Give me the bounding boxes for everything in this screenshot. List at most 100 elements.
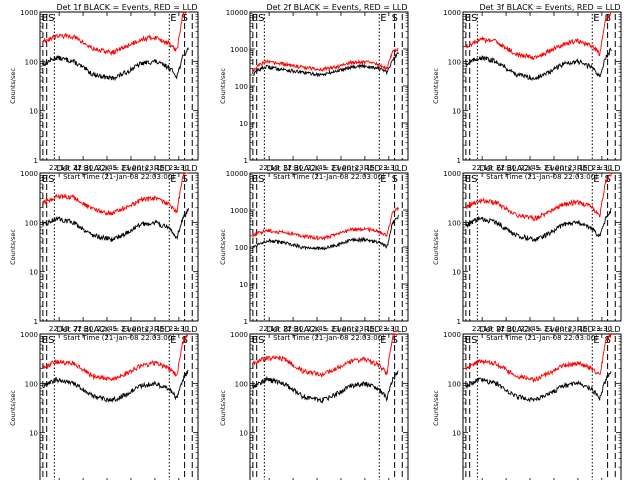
- x-tick-label: 22:30: [496, 325, 516, 333]
- y-tick-label: 1000: [230, 331, 248, 339]
- panel-title: Det 1f BLACK = Events, RED = LLD: [56, 3, 197, 12]
- x-tick-label: 23:30: [169, 325, 189, 333]
- y-tick-label: 1: [244, 157, 248, 165]
- x-tick-label: 23:00: [331, 164, 351, 172]
- plot-frame: [462, 11, 622, 161]
- y-tick-label: 100: [25, 380, 38, 388]
- x-tick-label: 22:45: [97, 325, 117, 333]
- x-tick-label: 23:00: [544, 325, 564, 333]
- x-axis-label: Start Time (21-Jan-08 22:03:00): [63, 334, 175, 342]
- x-tick-label: 23:30: [592, 325, 612, 333]
- x-tick-label: 22:30: [283, 164, 303, 172]
- marker-letters-start: ES: [252, 335, 265, 346]
- y-tick-label: 10000: [226, 9, 248, 17]
- x-tick-label: 22:45: [307, 164, 327, 172]
- detector-panel: Det 4f BLACK = Events, RED = LLD 1 10 100 10…: [9, 164, 199, 342]
- lld-series-line: [42, 11, 189, 57]
- panel-title: Det 8f BLACK = Events, RED = LLD: [266, 325, 407, 334]
- y-tick-label: 10: [29, 108, 38, 116]
- x-tick-label: 22:30: [73, 164, 93, 172]
- y-tick-label: 100: [235, 83, 248, 91]
- x-tick-label: 23:15: [568, 164, 588, 172]
- marker-letters-end: ES: [170, 13, 193, 24]
- y-tick-label: 10: [452, 430, 461, 438]
- y-tick-label: 10: [29, 269, 38, 277]
- panel-title: Det 5f BLACK = Events, RED = LLD: [266, 164, 407, 173]
- marker-letters-start: ES: [42, 174, 55, 185]
- x-tick-label: 22:45: [307, 325, 327, 333]
- detector-panel: Det 1f BLACK = Events, RED = LLD 1 10 100 10…: [9, 3, 199, 181]
- y-tick-label: 10: [29, 430, 38, 438]
- marker-letters-start: ES: [465, 13, 478, 24]
- y-tick-label: 1000: [443, 9, 461, 17]
- lld-series-line: [42, 333, 189, 382]
- x-tick-label: 23:15: [568, 325, 588, 333]
- x-tick-label: 23:30: [592, 164, 612, 172]
- x-tick-label: 22:15: [472, 164, 492, 172]
- y-tick-label: 100: [25, 219, 38, 227]
- x-tick-label: 23:15: [355, 325, 375, 333]
- plot-frame: [462, 333, 622, 480]
- marker-letters-end: ES: [380, 335, 403, 346]
- detector-panel: Det 7f BLACK = Events, RED = LLD11010010…: [9, 325, 199, 480]
- panel-title: Det 9f BLACK = Events, RED = LLD: [479, 325, 620, 334]
- marker-letters-start: ES: [42, 13, 55, 24]
- marker-letters-start: ES: [465, 174, 478, 185]
- y-tick-label: 100: [25, 58, 38, 66]
- y-tick-label: 10: [452, 269, 461, 277]
- y-axis-label: Counts/sec: [9, 390, 17, 426]
- x-tick-label: 22:45: [97, 164, 117, 172]
- y-tick-label: 100: [448, 58, 461, 66]
- marker-letters-end: ES: [593, 335, 616, 346]
- plot-frame: [462, 172, 622, 322]
- x-tick-label: 22:15: [259, 164, 279, 172]
- plot-frame: [39, 172, 199, 322]
- x-tick-label: 23:15: [145, 325, 165, 333]
- panel-title: Det 3f BLACK = Events, RED = LLD: [479, 3, 620, 12]
- y-tick-label: 10: [452, 108, 461, 116]
- y-tick-label: 1000: [20, 9, 38, 17]
- y-tick-label: 1000: [230, 207, 248, 215]
- y-tick-label: 1000: [443, 170, 461, 178]
- x-tick-label: 23:15: [145, 164, 165, 172]
- x-tick-label: 22:15: [49, 325, 69, 333]
- y-axis-label: Counts/sec: [432, 229, 440, 265]
- marker-letters-end: ES: [380, 174, 403, 185]
- events-series-line: [42, 207, 189, 242]
- y-tick-label: 1000: [20, 170, 38, 178]
- events-series-line: [465, 47, 612, 82]
- lld-series-line: [252, 206, 399, 242]
- y-tick-label: 100: [448, 219, 461, 227]
- x-tick-label: 22:15: [49, 164, 69, 172]
- x-tick-label: 23:15: [355, 164, 375, 172]
- marker-letters-end: ES: [170, 335, 193, 346]
- x-tick-label: 22:30: [283, 325, 303, 333]
- y-tick-label: 10: [239, 281, 248, 289]
- x-tick-label: 22:30: [496, 164, 516, 172]
- events-series-line: [252, 52, 399, 78]
- y-tick-label: 1000: [443, 331, 461, 339]
- marker-letters-start: ES: [252, 174, 265, 185]
- panel-title: Det 7f BLACK = Events, RED = LLD: [56, 325, 197, 334]
- x-tick-label: 23:30: [169, 164, 189, 172]
- y-tick-label: 10000: [226, 170, 248, 178]
- x-tick-label: 23:00: [121, 164, 141, 172]
- events-series-line: [465, 371, 612, 402]
- x-tick-label: 22:30: [73, 325, 93, 333]
- events-series-line: [252, 370, 399, 404]
- x-tick-label: 23:30: [379, 164, 399, 172]
- plot-frame: [249, 333, 409, 480]
- y-tick-label: 1000: [20, 331, 38, 339]
- detector-panel: Det 2f BLACK = Events, RED = LLD 1 10 100 10…: [219, 3, 409, 181]
- events-series-line: [252, 214, 399, 251]
- y-axis-label: Counts/sec: [219, 229, 227, 265]
- y-axis-label: Counts/sec: [432, 390, 440, 426]
- y-tick-label: 10: [239, 120, 248, 128]
- marker-letters-start: ES: [465, 335, 478, 346]
- x-axis-label: Start Time (21-Jan-08 22:03:00): [273, 173, 385, 181]
- detector-panel: Det 5f BLACK = Events, RED = LLD 1 10 100 10…: [219, 164, 409, 342]
- marker-letters-end: ES: [593, 13, 616, 24]
- y-axis-label: Counts/sec: [432, 68, 440, 104]
- y-tick-label: 1: [34, 318, 38, 326]
- y-axis-label: Counts/sec: [219, 68, 227, 104]
